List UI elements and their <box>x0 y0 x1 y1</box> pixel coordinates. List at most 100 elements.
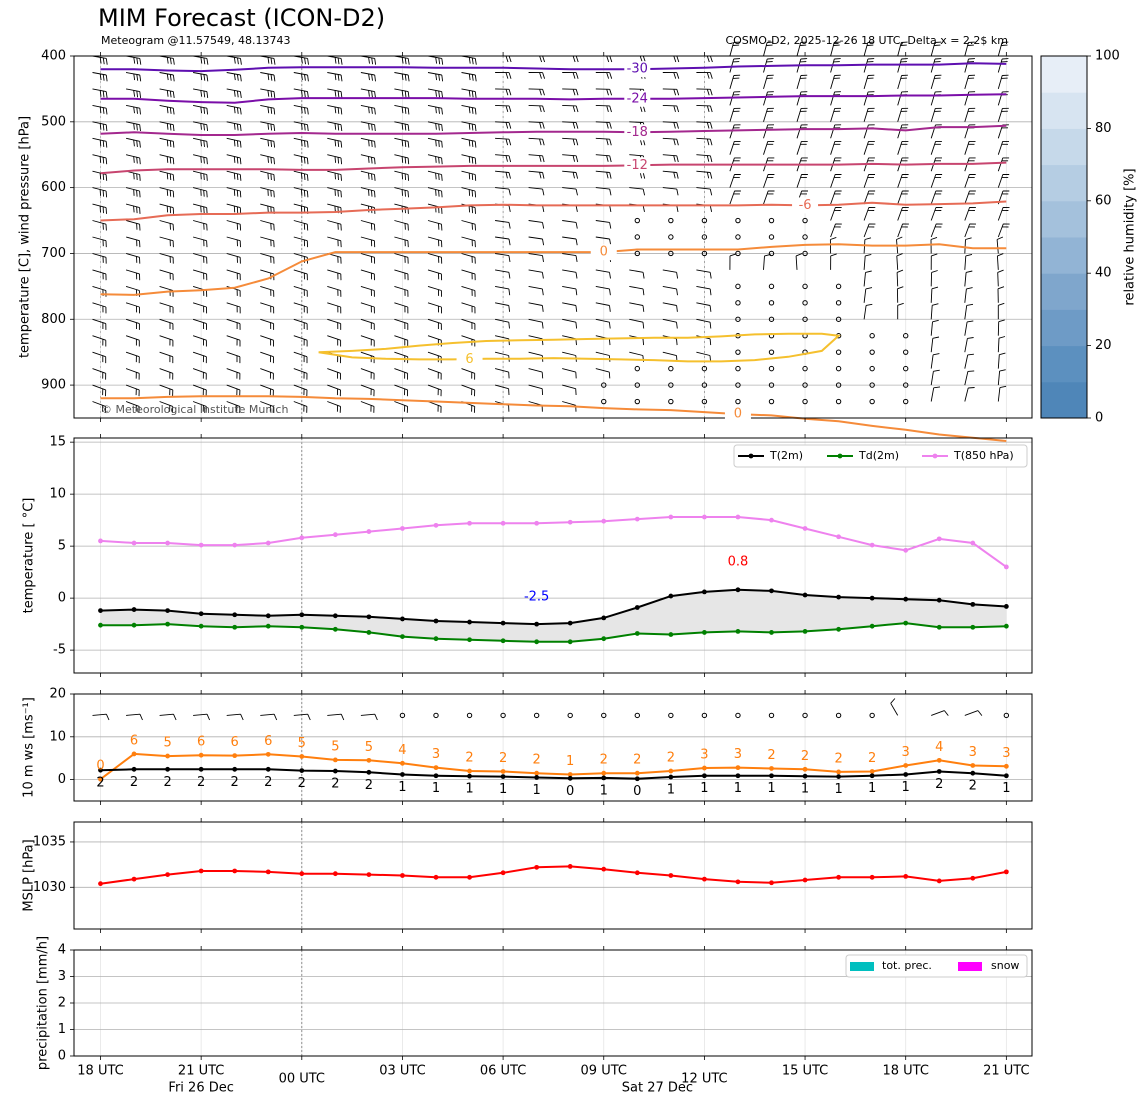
wind-barb <box>125 187 141 198</box>
date-label: Fri 26 Dec <box>168 1081 233 1096</box>
wind-barb <box>159 88 175 98</box>
wind-barb <box>260 170 275 181</box>
legend-td2m-marker <box>837 453 843 459</box>
wind-barb <box>226 236 241 248</box>
wind-barb <box>897 302 904 320</box>
calm-wind-marker <box>668 234 674 240</box>
wind-barb <box>125 203 141 214</box>
mslp-point <box>98 881 103 887</box>
wind-barb <box>293 72 309 82</box>
calm-wind-marker <box>634 398 640 405</box>
wind-barb <box>796 41 808 57</box>
wind-barb <box>260 302 275 314</box>
isotherm-label-bg <box>624 157 651 174</box>
wind-barb <box>997 58 1009 73</box>
calm-wind-marker <box>701 234 708 240</box>
wind-barb <box>125 302 140 314</box>
isotherm-0-line <box>100 243 1007 296</box>
t2m-point <box>1003 604 1009 609</box>
wind-barb <box>931 710 949 716</box>
wind-barb <box>528 318 544 329</box>
td2m-point <box>634 631 640 636</box>
wind-barb <box>260 137 276 148</box>
calm-wind-marker <box>735 250 741 257</box>
wind-barb <box>495 285 511 296</box>
td2m-series-line <box>100 622 1007 643</box>
wind-barb <box>863 237 872 254</box>
calm-wind-marker <box>802 217 808 224</box>
surface-temperature-ytick-label: 15 <box>49 435 66 450</box>
wind-barb <box>159 351 174 364</box>
surface-temperature-ytick-label: 5 <box>58 539 66 554</box>
wind-barb <box>562 137 579 146</box>
wind-barb <box>260 401 274 413</box>
wind-barb <box>863 190 876 205</box>
ws-point <box>98 767 103 773</box>
wind-barb <box>92 203 107 214</box>
calm-wind-marker <box>869 349 875 355</box>
wind-barb <box>293 187 309 198</box>
wind-barb <box>360 253 376 264</box>
x-tick-label: 06 UTC <box>480 1064 526 1079</box>
wind-barb <box>427 104 443 115</box>
wind-barb <box>193 88 209 98</box>
wind-barb <box>562 285 578 296</box>
wind-barb <box>662 55 680 63</box>
calm-wind-marker <box>701 365 708 372</box>
calm-wind-marker <box>668 712 674 719</box>
gust-value-label: 5 <box>365 740 373 755</box>
wind-barb <box>260 121 276 132</box>
isotherm-label: -6 <box>799 198 812 213</box>
gust-point <box>567 772 573 777</box>
wind-barb <box>461 55 477 65</box>
wind-barb <box>830 107 842 122</box>
wind-10m-frame <box>73 693 1033 802</box>
wind-barb <box>125 170 141 181</box>
wind-barb <box>427 187 443 198</box>
legend-t2m-marker <box>748 453 754 459</box>
wind-barb <box>126 137 141 148</box>
gust-point <box>98 776 103 782</box>
t850-point <box>534 520 540 526</box>
mslp-point <box>1003 869 1009 875</box>
wind-barb <box>293 236 309 248</box>
wind-barb <box>830 91 841 106</box>
wind-barb <box>662 170 679 179</box>
wind-barb <box>863 140 875 155</box>
wind-barb <box>528 88 545 96</box>
gust-value-label: 0 <box>96 759 104 774</box>
wind-barb <box>461 170 477 181</box>
wind-barb <box>562 220 578 229</box>
wind-barb <box>897 223 909 238</box>
td2m-point <box>668 632 674 637</box>
mslp-point <box>400 873 405 878</box>
wind-barb <box>495 154 512 163</box>
wind-barb <box>930 74 942 90</box>
precipitation-ylabel: precipitation [mm/h] <box>36 936 51 1070</box>
isotherm--30-line <box>100 62 1007 73</box>
gust-point <box>668 768 674 774</box>
wind-barb <box>92 55 108 65</box>
upper-air-ytick-label: 800 <box>41 312 66 327</box>
gust-value-label: 6 <box>197 735 205 750</box>
wind-barb <box>528 253 544 262</box>
mslp-point <box>198 868 204 874</box>
td2m-point <box>165 621 171 627</box>
wind-barb <box>159 72 175 82</box>
wind-barb <box>830 124 842 139</box>
isotherm-label-bg <box>624 90 651 107</box>
wind-barb <box>528 351 544 362</box>
wind-barb <box>495 104 512 113</box>
calm-wind-marker <box>869 712 875 719</box>
wind-barb <box>293 104 309 115</box>
wind-barb <box>696 302 712 312</box>
ws-value-label: 2 <box>130 775 138 790</box>
wind-barb <box>595 72 613 79</box>
ws-value-label: 1 <box>432 781 440 796</box>
wind-barb <box>829 236 837 254</box>
surface-temperature-ytick-label: -5 <box>53 643 66 658</box>
wind-barb <box>863 287 873 303</box>
td2m-point <box>802 629 808 634</box>
wind-barb <box>930 353 940 369</box>
wind-barb <box>964 41 975 57</box>
